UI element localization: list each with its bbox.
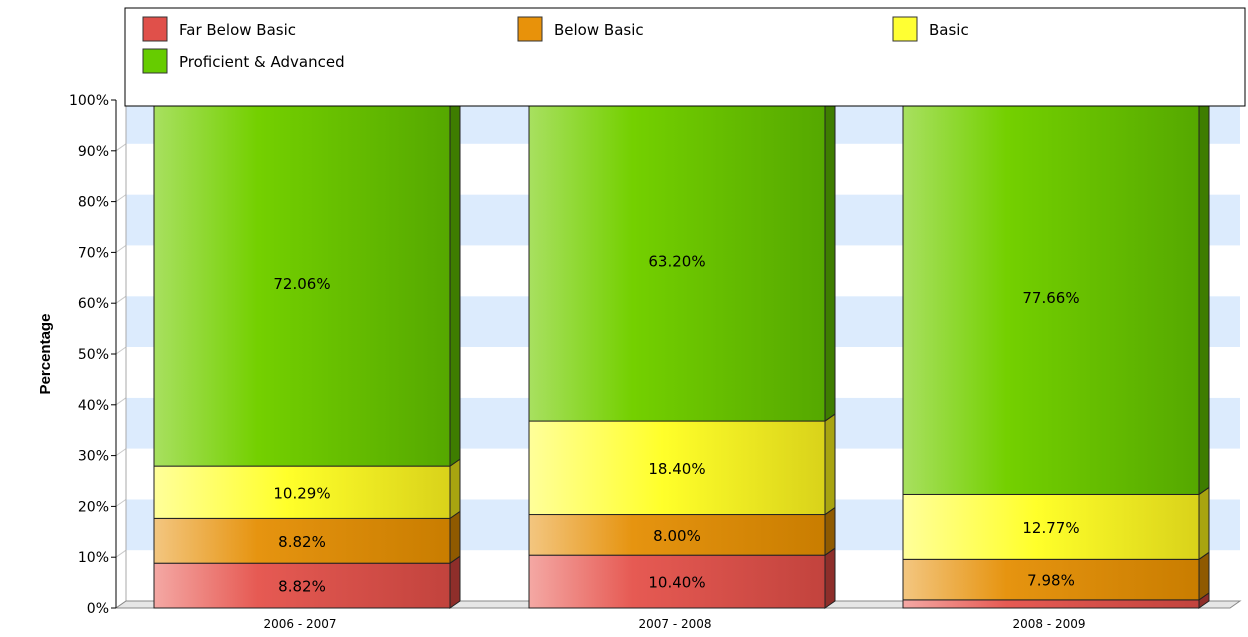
- y-tick-label: 90%: [78, 144, 109, 160]
- legend-label: Basic: [929, 21, 969, 39]
- x-category-label: 2006 - 2007: [263, 617, 336, 631]
- legend-label: Below Basic: [554, 21, 644, 39]
- legend-swatch: [517, 16, 543, 42]
- legend: Far Below Basic Below Basic Basic Proficien…: [124, 7, 1246, 107]
- y-tick-label: 10%: [78, 550, 109, 566]
- data-label: 72.06%: [273, 275, 330, 293]
- y-tick-label: 20%: [78, 499, 109, 515]
- bar-side: [449, 555, 461, 609]
- data-label: 10.29%: [273, 484, 330, 502]
- grid-diagonal: [115, 295, 127, 304]
- bar-side: [824, 506, 836, 557]
- x-category-label: 2007 - 2008: [638, 617, 711, 631]
- bar-segment: [528, 99, 826, 422]
- data-label: 18.40%: [648, 460, 705, 478]
- y-tick-label: 30%: [78, 449, 109, 465]
- legend-swatch: [142, 48, 168, 74]
- bar-side: [824, 92, 836, 423]
- grid-diagonal: [115, 346, 127, 355]
- y-tick-label: 50%: [78, 347, 109, 363]
- bar-segment: [528, 420, 826, 516]
- y-axis-title: Percentage: [37, 314, 54, 395]
- data-label: 7.98%: [1027, 572, 1075, 590]
- grid-diagonal: [115, 448, 127, 457]
- data-label: 8.82%: [278, 578, 326, 596]
- bar-side: [1198, 486, 1210, 561]
- legend-label: Far Below Basic: [179, 21, 296, 39]
- y-tick-label: 70%: [78, 245, 109, 261]
- bar-side: [824, 413, 836, 516]
- data-label: 8.82%: [278, 533, 326, 551]
- legend-label: Proficient & Advanced: [179, 53, 345, 71]
- grid-diagonal: [115, 498, 127, 507]
- bars: [152, 91, 1211, 609]
- bar-segment: [902, 599, 1200, 609]
- bar-segment: [528, 554, 826, 609]
- data-label: 12.77%: [1022, 519, 1079, 537]
- legend-swatch: [892, 16, 918, 42]
- grid-diagonal: [115, 143, 127, 152]
- grid-diagonal: [115, 194, 127, 203]
- y-tick-label: 100%: [69, 93, 109, 109]
- bar-side: [449, 510, 461, 565]
- y-tick-label: 0%: [87, 601, 109, 617]
- bar-side: [449, 458, 461, 520]
- y-axis: 0% 10% 20% 30% 40% 50% 60% 70% 80% 90% 100% Percent…: [37, 93, 117, 617]
- data-label: 10.40%: [648, 574, 705, 592]
- bar-segment: [153, 99, 451, 467]
- x-category-label: 2008 - 2009: [1012, 617, 1085, 631]
- data-label: 77.66%: [1022, 289, 1079, 307]
- grid-diagonal: [115, 397, 127, 406]
- grid-diagonal: [115, 549, 127, 558]
- legend-swatch: [142, 16, 168, 42]
- bar-segment: [153, 517, 451, 564]
- y-tick-label: 40%: [78, 398, 109, 414]
- y-tick-label: 80%: [78, 195, 109, 211]
- data-label: 63.20%: [648, 253, 705, 271]
- data-label: 8.00%: [653, 527, 701, 545]
- bar-side: [449, 92, 461, 468]
- grid-diagonal: [115, 244, 127, 253]
- legend-box: [124, 7, 1246, 107]
- y-tick-label: 60%: [78, 296, 109, 312]
- bar-segment: [902, 558, 1200, 601]
- bar-segment: [153, 562, 451, 609]
- bar-segment: [153, 465, 451, 519]
- bar-side: [824, 547, 836, 609]
- bar-side: [1198, 551, 1210, 601]
- data-labels: 8.82% 8.82% 10.29% 72.06% 2006 - 2007 10.40% 8…: [263, 253, 1085, 631]
- bar-segment: [528, 514, 826, 556]
- bar-side: [1198, 91, 1210, 496]
